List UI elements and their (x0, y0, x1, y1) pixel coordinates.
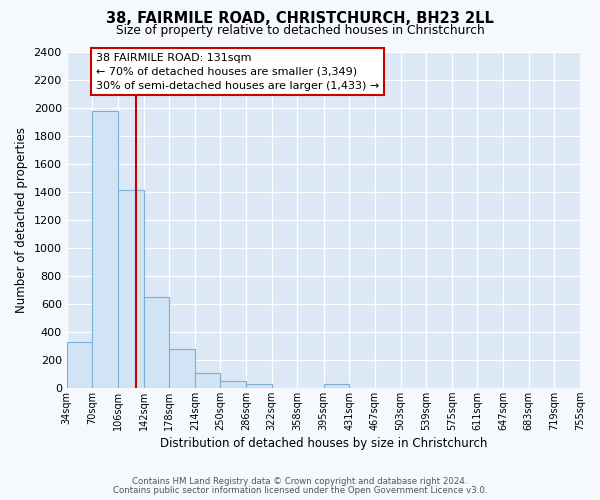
Bar (195, 373, 220, 388)
Text: 38 FAIRMILE ROAD: 131sqm
← 70% of detached houses are smaller (3,349)
30% of sem: 38 FAIRMILE ROAD: 131sqm ← 70% of detach… (96, 53, 379, 91)
Bar (118, 190, 143, 388)
Bar (67, 342, 92, 388)
Bar (143, 296, 169, 388)
Text: Contains HM Land Registry data © Crown copyright and database right 2024.: Contains HM Land Registry data © Crown c… (132, 477, 468, 486)
Bar (169, 349, 195, 388)
Bar (220, 382, 246, 388)
Bar (246, 384, 272, 388)
Y-axis label: Number of detached properties: Number of detached properties (15, 126, 28, 312)
Bar (323, 384, 349, 388)
X-axis label: Distribution of detached houses by size in Christchurch: Distribution of detached houses by size … (160, 437, 487, 450)
Text: 38, FAIRMILE ROAD, CHRISTCHURCH, BH23 2LL: 38, FAIRMILE ROAD, CHRISTCHURCH, BH23 2L… (106, 11, 494, 26)
Bar (92, 111, 118, 388)
Text: Contains public sector information licensed under the Open Government Licence v3: Contains public sector information licen… (113, 486, 487, 495)
Text: Size of property relative to detached houses in Christchurch: Size of property relative to detached ho… (116, 24, 484, 37)
